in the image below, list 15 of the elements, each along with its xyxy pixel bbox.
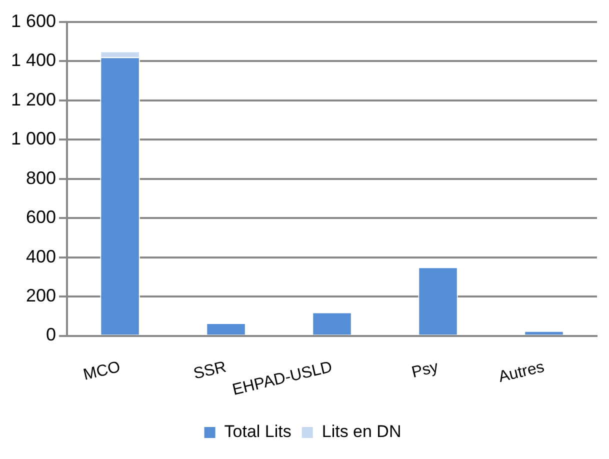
- y-tick-label: 400: [26, 246, 56, 266]
- y-tick-label: 0: [46, 324, 56, 345]
- y-tick-label: 1 600: [10, 10, 56, 31]
- x-tick-label: MCO: [82, 358, 122, 384]
- legend-label: Lits en DN: [322, 422, 402, 442]
- x-tick-label: Autres: [497, 358, 546, 386]
- x-tick-label: Psy: [410, 358, 440, 382]
- y-tick-label: 1 200: [10, 89, 56, 110]
- legend-label: Total Lits: [224, 422, 292, 442]
- x-tick-label: SSR: [192, 358, 228, 383]
- y-tick-label: 1 000: [10, 128, 56, 149]
- y-tick-label: 600: [26, 207, 56, 228]
- y-tick-label: 800: [26, 168, 56, 188]
- y-tick-label: 200: [26, 286, 56, 306]
- y-tick-label: 1 400: [10, 50, 56, 70]
